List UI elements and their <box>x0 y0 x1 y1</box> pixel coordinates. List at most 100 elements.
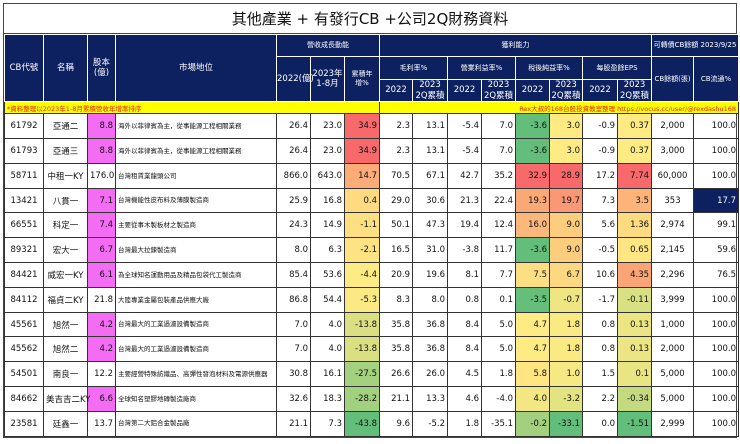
cell-cb-balance: 2,000 <box>651 113 695 140</box>
cell-revenue-2022: 26.4 <box>276 113 311 140</box>
header-year: 2023 2Q累積 <box>617 78 653 103</box>
cell-operating-2022: -5.4 <box>447 138 483 164</box>
cell-operating-2023: 7.0 <box>481 138 517 164</box>
cell-revenue-2022: 86.8 <box>276 286 311 313</box>
cell-gross-2023: -5.2 <box>412 410 449 437</box>
cell-net-2023: 28.9 <box>549 162 584 189</box>
cell-net-2023: 6.7 <box>549 262 584 288</box>
cell-net-2023: -33.1 <box>549 410 584 437</box>
cell-capital: 6.7 <box>87 237 116 264</box>
cell-capital: 8.8 <box>87 113 116 140</box>
cell-cb-pct: 100.0 <box>693 162 740 189</box>
cell-revenue-growth: -13.8 <box>343 311 381 338</box>
cell-cb-pct: 100.0 <box>693 113 740 140</box>
cell-gross-2022: 35.8 <box>379 311 414 338</box>
cell-eps-2022: 10.6 <box>582 262 619 288</box>
cell-market-position: 台灣最大的工業過濾設備製造商 <box>115 336 277 363</box>
header-eps: 每股盈餘EPS <box>582 56 653 80</box>
cell-cb-code: 84662 <box>4 386 44 412</box>
cell-revenue-2023: 14.9 <box>310 212 345 239</box>
cell-cb-pct: 100.0 <box>693 138 740 164</box>
cell-eps-2023: 0.13 <box>617 311 653 338</box>
cell-gross-2023: 31.0 <box>412 237 449 264</box>
cell-name: 廷鑫一 <box>43 410 88 437</box>
cell-cb-balance: 5,000 <box>651 386 695 412</box>
table-row: 89321 宏大一 6.7 台灣最大拉鍊製造商 8.0 6.3 -2.1 16.5 31.0 -3… <box>4 237 740 264</box>
cell-revenue-2023: 4.0 <box>310 336 345 363</box>
cell-eps-2022: 17.2 <box>582 162 619 189</box>
cell-operating-2022: 4.6 <box>447 386 483 412</box>
cell-capital: 4.2 <box>87 336 116 363</box>
table-row: 84662 美吉吉二KY 6.6 全球知名塑膠地磚製造廠商 32.6 18.3 -28.2 2… <box>4 386 740 412</box>
cell-eps-2022: 2.2 <box>582 386 619 412</box>
cell-market-position: 台灣最大的工業過濾設備製造商 <box>115 311 277 338</box>
cell-eps-2023: -1.51 <box>617 410 653 437</box>
cell-eps-2023: 0.65 <box>617 237 653 264</box>
cell-eps-2023: 0.37 <box>617 138 653 164</box>
cell-gross-2023: 30.6 <box>412 187 449 214</box>
cell-capital: 7.1 <box>87 187 116 214</box>
cell-net-2023: 3.0 <box>549 113 584 140</box>
cell-cb-balance: 2,145 <box>651 237 695 264</box>
header-year: 2022 <box>379 78 414 103</box>
cell-net-2022: -3.5 <box>515 286 551 313</box>
cell-gross-2023: 8.0 <box>412 286 449 313</box>
cell-cb-pct: 100.0 <box>693 386 740 412</box>
cell-eps-2023: -0.11 <box>617 286 653 313</box>
cell-gross-2023: 26.0 <box>412 361 449 388</box>
header-capital: 股本(億) <box>87 33 116 103</box>
cell-name: 美吉吉二KY <box>43 386 90 412</box>
cell-operating-2023: 5.0 <box>481 336 517 363</box>
sheet-title: 其他產業 + 有發行CB +公司2Q財務資料 <box>4 4 736 34</box>
cell-capital: 21.8 <box>87 286 116 313</box>
header-cb-group: 可轉債CB餘額 2023/9/25 <box>651 34 740 57</box>
cell-cb-pct: 99.1 <box>693 212 740 239</box>
cell-revenue-2022: 7.0 <box>276 336 311 363</box>
cell-operating-2022: 8.1 <box>447 262 483 288</box>
cell-capital: 176.0 <box>87 162 116 189</box>
cell-revenue-growth: 34.9 <box>343 113 381 140</box>
cell-revenue-2022: 25.9 <box>276 187 311 214</box>
cell-cb-pct: 100.0 <box>693 361 740 388</box>
header-code: CB代號 <box>4 33 44 103</box>
table-row: 23581 廷鑫一 13.7 台灣第二大鋁合金製品廠 21.1 7.3 -43.8 9.6 -5… <box>4 410 740 437</box>
cell-revenue-2023: 53.6 <box>310 262 345 288</box>
table-row: 66551 科定一 7.4 主要從事木製板材之製造商 24.3 14.9 -1.1 50.1 4… <box>4 212 740 239</box>
cell-eps-2022: 5.6 <box>582 212 619 239</box>
cell-cb-balance: 5,000 <box>651 361 695 388</box>
cell-gross-2022: 29.0 <box>379 187 414 214</box>
cell-revenue-growth: 14.7 <box>343 162 381 189</box>
cell-operating-2022: 21.3 <box>447 187 483 214</box>
header-profit-group: 獲利能力 <box>379 34 653 57</box>
cell-net-2022: 4.0 <box>515 386 551 412</box>
cell-cb-pct: 100.0 <box>693 286 740 313</box>
header-name: 名稱 <box>43 33 88 103</box>
cell-revenue-2022: 7.0 <box>276 311 311 338</box>
cell-operating-2023: 35.2 <box>481 162 517 189</box>
cell-eps-2023: 0.37 <box>617 113 653 140</box>
cell-gross-2023: 13.1 <box>412 138 449 164</box>
cell-name: 八貫一 <box>43 187 88 214</box>
cell-name: 旭然一 <box>43 311 88 338</box>
cell-operating-2022: 8.4 <box>447 311 483 338</box>
cell-eps-2022: 0.0 <box>582 410 619 437</box>
cell-gross-2023: 67.1 <box>412 162 449 189</box>
cell-gross-2022: 26.6 <box>379 361 414 388</box>
cell-cb-balance: 3,999 <box>651 286 695 313</box>
cell-gross-2022: 2.3 <box>379 138 414 164</box>
cell-market-position: 台灣第二大鋁合金製品廠 <box>115 410 277 437</box>
cell-gross-2022: 50.1 <box>379 212 414 239</box>
table-row: 61793 亞通三 8.8 海外以菲律賓為主，從事能源工程相關業務 26.4 23.0 34… <box>4 138 740 164</box>
cell-cb-code: 89321 <box>4 237 44 264</box>
cell-cb-code: 23581 <box>4 410 44 437</box>
header-year: 2022 <box>447 78 483 103</box>
cell-operating-2022: 42.7 <box>447 162 483 189</box>
cell-net-2022: 32.9 <box>515 162 551 189</box>
cell-cb-balance: 60,000 <box>651 162 695 189</box>
cell-revenue-growth: -5.3 <box>343 286 381 313</box>
header-net: 稅後純益率% <box>515 56 584 80</box>
cell-operating-2023: 7.7 <box>481 262 517 288</box>
header-gross: 毛利率% <box>379 56 449 80</box>
cell-capital: 6.1 <box>87 262 116 288</box>
cell-gross-2022: 21.1 <box>379 386 414 412</box>
